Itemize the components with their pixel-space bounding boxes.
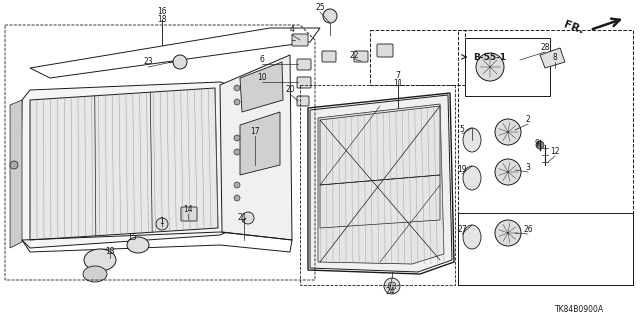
Text: 18: 18	[157, 15, 167, 25]
Circle shape	[242, 212, 254, 224]
Bar	[458, 30, 633, 285]
Text: 2: 2	[525, 116, 531, 124]
Text: 28: 28	[540, 44, 550, 52]
Polygon shape	[240, 62, 283, 112]
Text: 3: 3	[525, 164, 531, 172]
Ellipse shape	[463, 128, 481, 152]
FancyBboxPatch shape	[377, 44, 393, 57]
Circle shape	[10, 161, 18, 169]
Text: 26: 26	[523, 226, 533, 235]
Circle shape	[495, 159, 521, 185]
Circle shape	[384, 278, 400, 294]
Text: 5: 5	[460, 125, 465, 134]
Circle shape	[173, 55, 187, 69]
Text: 17: 17	[250, 127, 260, 137]
Ellipse shape	[84, 249, 116, 271]
Text: 14: 14	[183, 205, 193, 214]
Ellipse shape	[463, 225, 481, 249]
Ellipse shape	[83, 266, 107, 282]
Text: B-55-1: B-55-1	[473, 52, 506, 61]
Text: 22: 22	[349, 51, 359, 60]
Text: 21: 21	[237, 213, 247, 222]
FancyBboxPatch shape	[354, 51, 368, 62]
Text: 19: 19	[457, 165, 467, 174]
Text: 25: 25	[315, 4, 325, 12]
Circle shape	[234, 149, 240, 155]
Bar	[458, 213, 633, 285]
FancyBboxPatch shape	[297, 96, 309, 106]
Circle shape	[234, 195, 240, 201]
Text: 13: 13	[105, 247, 115, 257]
Polygon shape	[220, 55, 292, 240]
Text: 4: 4	[289, 26, 294, 35]
Text: 10: 10	[257, 74, 267, 83]
Circle shape	[495, 220, 521, 246]
Text: 8: 8	[552, 53, 557, 62]
Bar	[465, 38, 550, 96]
Text: 11: 11	[393, 79, 403, 89]
Polygon shape	[240, 112, 280, 175]
Circle shape	[323, 9, 337, 23]
Text: TK84B0900A: TK84B0900A	[556, 306, 605, 315]
Circle shape	[476, 53, 504, 81]
Text: 24: 24	[385, 287, 395, 297]
Ellipse shape	[127, 237, 149, 253]
Text: 7: 7	[396, 70, 401, 79]
Circle shape	[388, 282, 396, 290]
Bar	[370, 30, 465, 85]
Circle shape	[234, 135, 240, 141]
Circle shape	[234, 99, 240, 105]
Text: 16: 16	[157, 7, 167, 17]
Polygon shape	[20, 82, 232, 248]
Circle shape	[536, 141, 544, 149]
Text: FR.: FR.	[563, 20, 585, 36]
Circle shape	[234, 182, 240, 188]
FancyBboxPatch shape	[181, 207, 197, 221]
Polygon shape	[318, 104, 444, 264]
Polygon shape	[310, 95, 452, 272]
Text: 1: 1	[159, 218, 164, 227]
Polygon shape	[540, 48, 565, 68]
FancyBboxPatch shape	[297, 59, 311, 70]
FancyBboxPatch shape	[297, 77, 311, 88]
Ellipse shape	[463, 166, 481, 190]
Circle shape	[156, 218, 168, 230]
Polygon shape	[10, 100, 22, 248]
Polygon shape	[30, 88, 218, 240]
Text: 9: 9	[534, 139, 540, 148]
Text: 12: 12	[550, 148, 560, 156]
FancyBboxPatch shape	[322, 51, 336, 62]
FancyBboxPatch shape	[292, 34, 308, 46]
Text: 20: 20	[285, 85, 295, 94]
Text: 6: 6	[260, 55, 264, 65]
Circle shape	[495, 119, 521, 145]
Circle shape	[234, 85, 240, 91]
Text: 15: 15	[127, 234, 137, 243]
Text: 27: 27	[457, 226, 467, 235]
Text: 23: 23	[143, 58, 153, 67]
